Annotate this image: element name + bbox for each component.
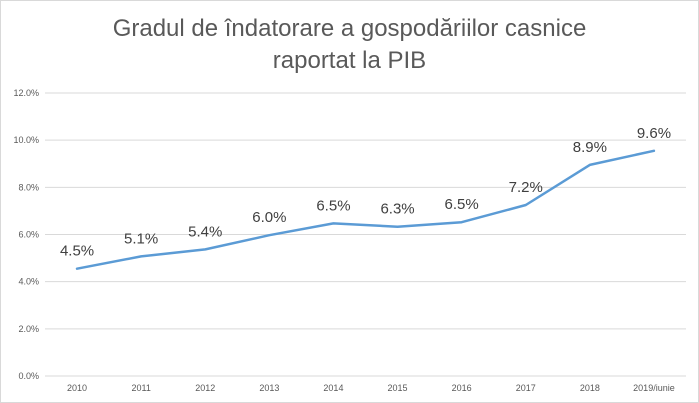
- chart-title-line-1: Gradul de îndatorare a gospodăriilor cas…: [112, 15, 587, 42]
- y-tick-label: 2.0%: [18, 324, 39, 334]
- data-label: 9.6%: [637, 125, 671, 142]
- x-tick-label: 2019/iunie: [633, 383, 675, 393]
- x-tick-label: 2010: [67, 383, 87, 393]
- chart-title: Gradul de îndatorare a gospodăriilor cas…: [1, 13, 698, 77]
- x-tick-label: 2012: [195, 383, 215, 393]
- x-tick-label: 2016: [452, 383, 472, 393]
- data-label: 6.3%: [380, 201, 414, 218]
- data-label: 5.4%: [188, 223, 222, 240]
- x-tick-label: 2015: [388, 383, 408, 393]
- x-tick-label: 2017: [516, 383, 536, 393]
- y-tick-label: 12.0%: [13, 88, 39, 98]
- x-tick-label: 2011: [131, 383, 150, 393]
- y-axis-tick-labels: 0.0% 2.0% 4.0% 6.0% 8.0% 10.0% 12.0%: [13, 88, 39, 381]
- y-tick-label: 6.0%: [18, 230, 39, 240]
- data-label: 5.1%: [124, 230, 158, 247]
- x-tick-label: 2014: [323, 383, 343, 393]
- data-label: 8.9%: [573, 139, 607, 156]
- x-tick-label: 2013: [259, 383, 279, 393]
- data-label: 6.5%: [316, 197, 350, 214]
- data-label: 7.2%: [509, 179, 543, 196]
- y-tick-label: 4.0%: [18, 277, 39, 287]
- series-line-group: [75, 149, 656, 270]
- data-labels: 4.5% 5.1% 5.4% 6.0% 6.5% 6.3% 6.5% 7.2% 8.9% 9.6%: [60, 125, 671, 260]
- y-tick-label: 8.0%: [18, 182, 39, 192]
- series-line: [75, 149, 656, 270]
- y-tick-label: 10.0%: [13, 135, 39, 145]
- data-label: 6.0%: [252, 209, 286, 226]
- y-tick-label: 0.0%: [18, 371, 39, 381]
- data-label: 4.5%: [60, 243, 94, 260]
- x-axis-tick-labels: 2010 2011 2012 2013 2014 2015 2016 2017 2018 2019…: [67, 383, 675, 393]
- x-tick-label: 2018: [580, 383, 600, 393]
- chart-title-line-2: raportat la PIB: [272, 47, 427, 74]
- gridlines: [45, 92, 686, 377]
- data-label: 6.5%: [445, 196, 479, 213]
